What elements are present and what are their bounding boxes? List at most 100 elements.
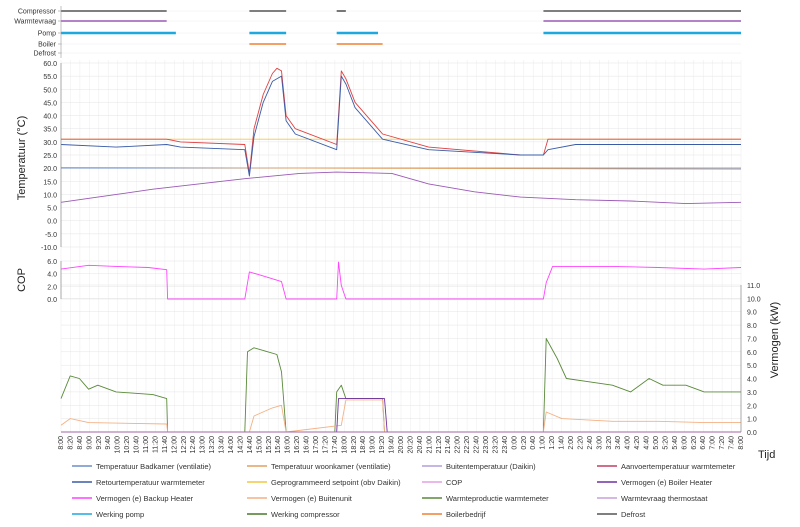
y-tick-label: 40.0 bbox=[43, 114, 57, 121]
x-tick-label: 17:00 bbox=[313, 436, 320, 454]
y-tick-label: 11.0 bbox=[747, 283, 760, 290]
x-tick-label: 3:00 bbox=[596, 436, 603, 450]
legend-label: Geprogrammeerd setpoint (obv Daikin) bbox=[271, 478, 401, 487]
x-tick-label: 9:40 bbox=[105, 436, 112, 450]
x-tick-label: 6:40 bbox=[700, 436, 707, 450]
x-tick-label: 21:00 bbox=[426, 436, 433, 454]
x-tick-label: 8:40 bbox=[77, 436, 84, 450]
status-label: Compressor bbox=[18, 9, 57, 16]
x-tick-label: 0:40 bbox=[530, 436, 537, 450]
x-tick-label: 20:00 bbox=[398, 436, 405, 454]
x-tick-label: 5:20 bbox=[662, 436, 669, 450]
x-tick-label: 21:40 bbox=[445, 436, 452, 454]
y-tick-label: 8.0 bbox=[747, 323, 757, 330]
y-tick-label: 2.0 bbox=[747, 403, 757, 410]
legend-label: Vermogen (e) Buitenunit bbox=[271, 494, 353, 503]
x-tick-label: 3:20 bbox=[606, 436, 613, 450]
power-ylabel: Vermogen (kW) bbox=[769, 302, 781, 378]
x-tick-label: 7:20 bbox=[719, 436, 726, 450]
status-label: Warmtevraag bbox=[14, 19, 56, 26]
legend-label: COP bbox=[446, 478, 462, 487]
y-tick-label: 35.0 bbox=[43, 127, 57, 134]
x-axis-title: Tijd bbox=[758, 449, 775, 461]
y-tick-label: 0.0 bbox=[747, 430, 757, 437]
x-tick-label: 4:40 bbox=[644, 436, 651, 450]
x-tick-label: 0:00 bbox=[511, 436, 518, 450]
y-tick-label: -5.0 bbox=[45, 232, 57, 239]
x-tick-label: 10:20 bbox=[124, 436, 131, 454]
legend-label: Warmteproductie warmtemeter bbox=[446, 494, 549, 503]
y-tick-label: 10.0 bbox=[747, 296, 761, 303]
x-tick-label: 23:20 bbox=[492, 436, 499, 454]
x-tick-label: 19:40 bbox=[389, 436, 396, 454]
y-tick-label: 1.0 bbox=[747, 417, 757, 424]
x-tick-label: 16:20 bbox=[294, 436, 301, 454]
x-tick-label: 7:00 bbox=[710, 436, 717, 450]
x-tick-label: 23:00 bbox=[483, 436, 490, 454]
status-rows: Compressor Warmtevraag Pomp Boiler Defrost bbox=[14, 6, 741, 58]
x-tick-label: 3:40 bbox=[615, 436, 622, 450]
x-tick-label: 8:20 bbox=[67, 436, 74, 450]
y-tick-label: 60.0 bbox=[43, 61, 57, 68]
x-tick-label: 1:20 bbox=[549, 436, 556, 450]
x-tick-label: 1:40 bbox=[559, 436, 566, 450]
legend-label: Buitentemperatuur (Daikin) bbox=[446, 462, 536, 471]
x-tick-label: 6:20 bbox=[691, 436, 698, 450]
x-tick-label: 13:20 bbox=[209, 436, 216, 454]
x-tick-label: 12:00 bbox=[171, 436, 178, 454]
x-tick-label: 10:00 bbox=[115, 436, 122, 454]
x-tick-label: 5:40 bbox=[672, 436, 679, 450]
x-tick-label: 4:20 bbox=[634, 436, 641, 450]
legend-label: Warmtevraag thermostaat bbox=[621, 494, 708, 503]
legend-label: Boilerbedrijf bbox=[446, 510, 487, 519]
x-tick-label: 12:40 bbox=[190, 436, 197, 454]
x-tick-label: 17:40 bbox=[332, 436, 339, 454]
x-tick-label: 11:20 bbox=[152, 436, 159, 453]
x-tick-label: 15:00 bbox=[256, 436, 263, 454]
y-tick-label: 4.0 bbox=[747, 377, 757, 384]
x-tick-label: 22:20 bbox=[464, 436, 471, 454]
series-line bbox=[60, 75, 741, 177]
x-tick-label: 14:40 bbox=[247, 436, 254, 454]
x-tick-label: 16:00 bbox=[285, 436, 292, 454]
cop-ylabel: COP bbox=[16, 268, 28, 292]
y-tick-label: 3.0 bbox=[747, 390, 757, 397]
legend-label: Vermogen (e) Boiler Heater bbox=[621, 478, 713, 487]
y-tick-label: 0.0 bbox=[47, 219, 57, 226]
x-tick-label: 8:00 bbox=[738, 436, 745, 450]
y-tick-label: 5.0 bbox=[47, 206, 57, 213]
x-tick-label: 13:40 bbox=[219, 436, 226, 454]
status-label: Defrost bbox=[33, 51, 56, 58]
x-tick-label: 13:00 bbox=[200, 436, 207, 454]
status-label: Boiler bbox=[38, 42, 57, 49]
y-tick-label: 0.0 bbox=[47, 297, 57, 304]
y-tick-label: 20.0 bbox=[43, 166, 57, 173]
status-label: Pomp bbox=[38, 31, 56, 38]
x-tick-label: 11:40 bbox=[162, 436, 169, 453]
legend-label: Temperatuur Badkamer (ventilatie) bbox=[96, 462, 212, 471]
y-tick-label: 25.0 bbox=[43, 153, 57, 160]
x-tick-label: 23:40 bbox=[502, 436, 509, 454]
series-line bbox=[60, 399, 741, 433]
y-tick-label: 7.0 bbox=[747, 336, 757, 343]
x-tick-label: 22:40 bbox=[474, 436, 481, 454]
x-tick-label: 4:00 bbox=[625, 436, 632, 450]
y-tick-label: 6.0 bbox=[747, 350, 757, 357]
axes: -10.0 -5.0 0.0 5.0 10.0 15.0 20.0 25.0 30.0 35.0 4… bbox=[41, 61, 761, 454]
x-tick-label: 9:20 bbox=[96, 436, 103, 450]
x-tick-label: 8:00 bbox=[58, 436, 65, 450]
y-tick-label: 10.0 bbox=[43, 192, 57, 199]
legend-label: Retourtemperatuur warmtemeter bbox=[96, 478, 205, 487]
series-line bbox=[60, 261, 742, 300]
x-tick-label: 21:20 bbox=[436, 436, 443, 454]
series-line bbox=[60, 171, 742, 205]
legend-label: Temperatuur woonkamer (ventilatie) bbox=[271, 462, 391, 471]
y-tick-label: 4.0 bbox=[47, 272, 57, 279]
legend-label: Aanvoertemperatuur warmtemeter bbox=[621, 462, 736, 471]
y-tick-label: 9.0 bbox=[747, 310, 757, 317]
x-tick-label: 18:40 bbox=[360, 436, 367, 454]
y-tick-label: 6.0 bbox=[47, 259, 57, 266]
x-tick-label: 5:00 bbox=[653, 436, 660, 450]
legend-label: Werking compressor bbox=[271, 510, 340, 519]
